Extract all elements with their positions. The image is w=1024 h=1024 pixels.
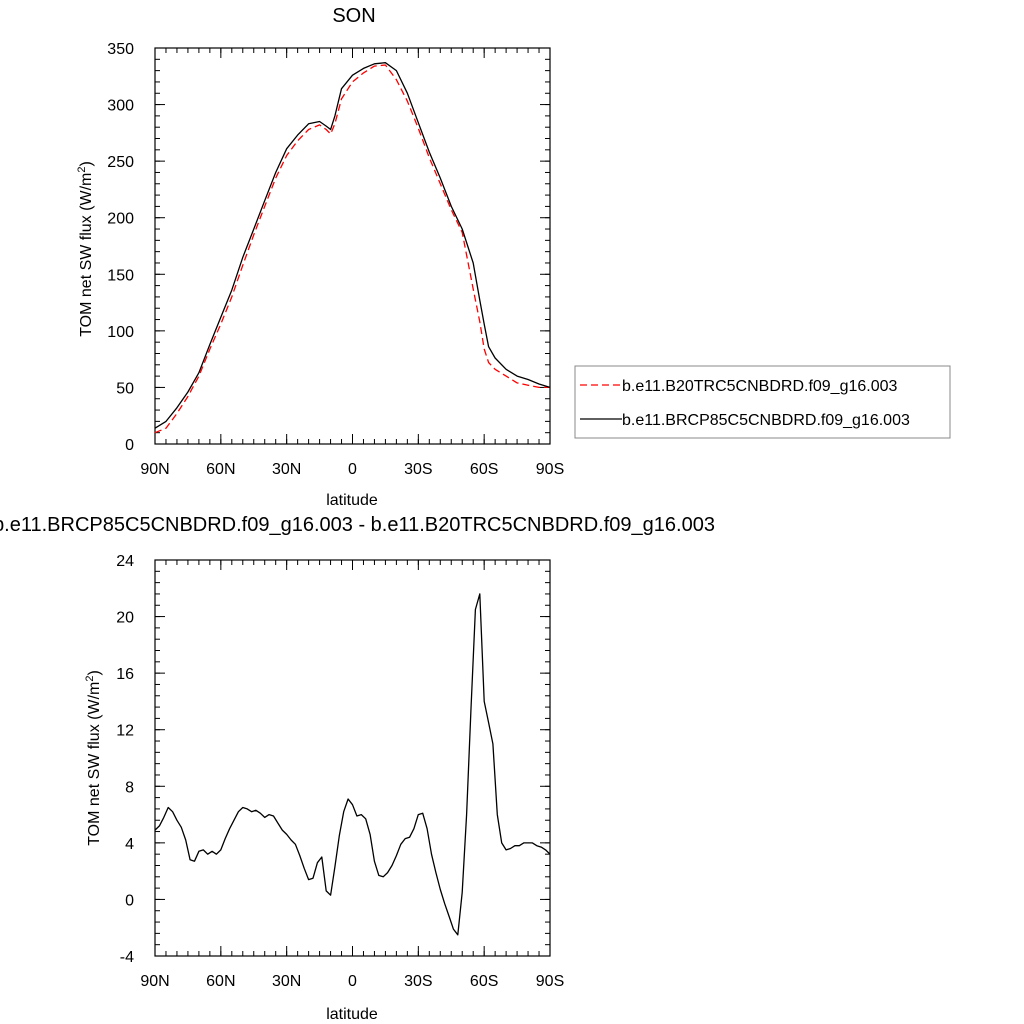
x-tick-label: 60N [206, 973, 235, 990]
top-plot-area: 90N 60N 30N 0 30S 60S 90S 0 50 100 150 200 250 300 350 [107, 41, 564, 478]
x-tick-label: 0 [348, 461, 357, 478]
y-tick-label: 20 [116, 610, 134, 627]
bottom-panel-title: b.e11.BRCP85C5CNBDRD.f09_g16.003 - b.e11… [0, 514, 715, 536]
top-y-axis-title: TOM net SW flux (W/m2) [76, 161, 95, 337]
top-panel-title: SON [332, 5, 375, 27]
top-panel: SON 90N 60N 30N 0 30S 60S 90S 0 50 100 150 200 250 30… [76, 5, 564, 509]
y-tick-label: 0 [125, 437, 134, 454]
bottom-panel: b.e11.BRCP85C5CNBDRD.f09_g16.003 - b.e11… [0, 514, 715, 1023]
y-tick-label: 24 [116, 553, 134, 570]
legend-label-series-1: b.e11.B20TRC5CNBDRD.f09_g16.003 [622, 378, 898, 395]
y-tick-label: 12 [116, 723, 134, 740]
x-tick-label: 30N [272, 973, 301, 990]
bottom-plot-area: 90N 60N 30N 0 30S 60S 90S -4 0 4 8 12 16 20 24 [116, 553, 564, 990]
series-line-2 [154, 62, 551, 429]
y-tick-label: 100 [107, 324, 134, 341]
x-tick-label: 90N [140, 461, 169, 478]
x-tick-label: 60S [470, 973, 498, 990]
y-tick-label: 200 [107, 211, 134, 228]
plot-frame [154, 559, 551, 957]
bottom-y-axis-title: TOM net SW flux (W/m2) [84, 670, 103, 846]
y-tick-label: 0 [125, 892, 134, 909]
y-tick-label: 8 [125, 779, 134, 796]
y-tick-label: 350 [107, 41, 134, 58]
x-tick-label: 60S [470, 461, 498, 478]
legend-frame [574, 365, 951, 439]
legend: b.e11.B20TRC5CNBDRD.f09_g16.003 b.e11.BR… [574, 365, 951, 439]
y-tick-label: 300 [107, 98, 134, 115]
y-tick-label: 4 [125, 836, 134, 853]
x-tick-label: 30N [272, 461, 301, 478]
x-tick-label: 30S [404, 461, 432, 478]
x-tick-label: 30S [404, 973, 432, 990]
x-tick-label: 60N [206, 461, 235, 478]
x-tick-label: 90S [536, 461, 564, 478]
y-tick-label: 150 [107, 267, 134, 284]
y-tick-label: -4 [120, 949, 134, 966]
top-x-axis-title: latitude [326, 492, 378, 509]
y-tick-label: 50 [116, 380, 134, 397]
y-tick-label: 16 [116, 666, 134, 683]
plot-frame [154, 47, 551, 445]
x-tick-label: 0 [348, 973, 357, 990]
y-tick-label: 250 [107, 154, 134, 171]
series-line-1 [154, 593, 551, 936]
x-tick-label: 90N [140, 973, 169, 990]
x-tick-label: 90S [536, 973, 564, 990]
series-line-1 [154, 64, 550, 434]
legend-label-series-2: b.e11.BRCP85C5CNBDRD.f09_g16.003 [622, 412, 910, 429]
bottom-x-axis-title: latitude [326, 1006, 378, 1023]
